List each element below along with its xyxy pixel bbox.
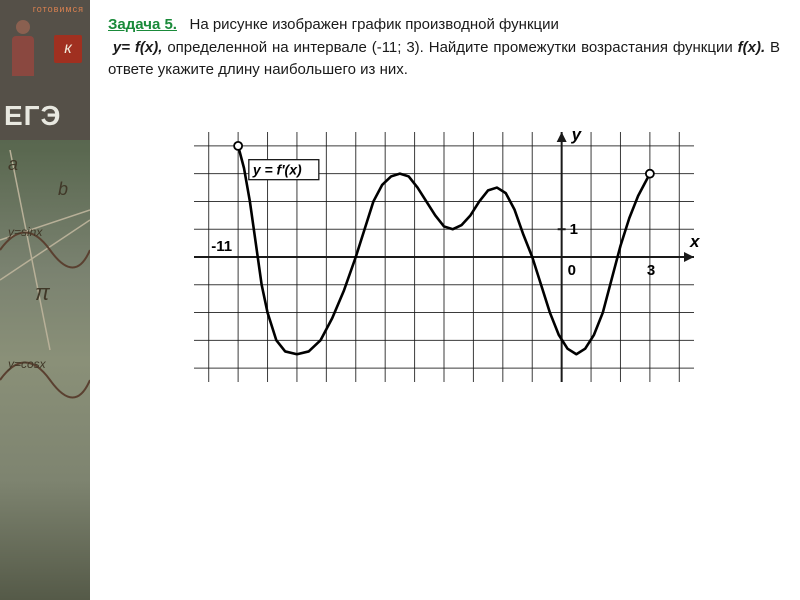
problem-text: Задача 5. На рисунке изображен график пр… <box>108 14 780 82</box>
svg-text:b: b <box>58 179 68 199</box>
svg-text:a: a <box>8 154 18 174</box>
svg-text:y=cosx: y=cosx <box>7 357 47 371</box>
svg-text:y=sinx: y=sinx <box>7 225 43 239</box>
ege-logo: ЕГЭ <box>4 100 61 132</box>
problem-line2: определенной на интервале (-11; 3). Найд… <box>167 39 576 56</box>
svg-text:x: x <box>689 232 701 251</box>
sidebar-toptext: готовимся <box>33 4 84 14</box>
svg-text:y: y <box>571 125 583 144</box>
problem-line3a: возрастания функции <box>581 39 733 56</box>
svg-text:0: 0 <box>568 262 576 279</box>
svg-text:π: π <box>35 280 51 305</box>
figure-silhouette <box>8 20 38 110</box>
task-label: Задача 5. <box>108 16 177 33</box>
svg-text:-11: -11 <box>211 238 232 255</box>
sidebar-decorative: готовимся к ЕГЭ a b y=sinx π y=cosx <box>0 0 90 600</box>
chart-wrap: -11 3 0 1 x y y = f'(x) <box>108 122 780 392</box>
svg-text:1: 1 <box>570 221 578 238</box>
svg-text:3: 3 <box>647 262 655 279</box>
problem-fn2: f(x). <box>738 39 766 56</box>
derivative-chart: -11 3 0 1 x y y = f'(x) <box>174 122 714 392</box>
sidebar-top: готовимся к ЕГЭ <box>0 0 90 140</box>
problem-line1: На рисунке изображен график производной … <box>189 16 558 33</box>
problem-fn1: y= f(x), <box>113 39 163 56</box>
problem-line4: них. <box>380 61 408 78</box>
boxed-letter: к <box>54 35 82 63</box>
sidebar-math-graphics: a b y=sinx π y=cosx <box>0 150 90 590</box>
svg-text:y = f'(x): y = f'(x) <box>252 161 302 177</box>
content-area: Задача 5. На рисунке изображен график пр… <box>90 0 800 600</box>
